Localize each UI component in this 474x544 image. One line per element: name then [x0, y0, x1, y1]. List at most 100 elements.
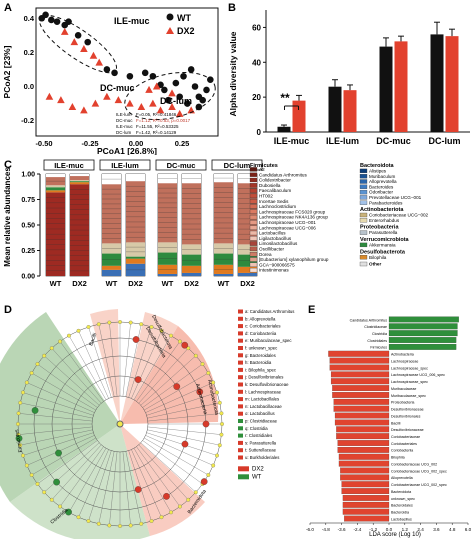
tree-branch	[144, 372, 209, 411]
y-tick: 0.0	[24, 82, 34, 91]
lda-bar-label: Lachnospiraceae UCG_006_spec	[391, 373, 445, 377]
dx2-point	[80, 44, 88, 52]
tree-branch	[147, 426, 222, 435]
tree-node	[107, 523, 112, 528]
lda-bar-label: Coriobacteriaceae	[391, 435, 420, 439]
dx2-lda-bar	[340, 467, 390, 474]
legend-dx2: DX2	[177, 26, 195, 36]
clade-label: o: Lactobacillus	[245, 411, 275, 416]
tree-node	[159, 328, 164, 333]
legend-swatch	[249, 236, 258, 241]
x-tick: DC-lum	[429, 136, 461, 146]
dx2-lda-bar	[338, 453, 390, 460]
wt-point	[195, 103, 203, 111]
dc-ellipse	[124, 71, 216, 121]
lda-bar-label: Coriobacteriia	[391, 449, 413, 453]
y-tick: 1.00	[21, 172, 35, 179]
x-tick: 1.2	[402, 527, 409, 532]
clade-swatch	[238, 375, 243, 380]
tree-branch	[59, 446, 104, 507]
clade-label: r: Clostridiales	[245, 433, 272, 438]
tree-branch	[145, 382, 214, 413]
tree-branch	[59, 341, 104, 402]
group-header: ILE-lum	[111, 161, 139, 170]
tree-branch	[131, 330, 162, 399]
tree-node	[118, 320, 122, 324]
y-axis-label: PCoA2 [23%]	[2, 45, 12, 98]
group-header-box	[43, 159, 95, 171]
tree-node	[96, 521, 101, 526]
lda-bar-label: Muribaculaceae	[391, 387, 416, 391]
tree-node	[21, 453, 25, 458]
dx2-point	[168, 89, 176, 97]
legend-section-title: Verrucomicrobiota	[360, 237, 410, 243]
dx2-point	[91, 99, 100, 107]
legend-swatch	[249, 188, 258, 193]
tree-node	[211, 380, 216, 385]
dx2-point	[137, 102, 146, 110]
legend-swatch	[249, 225, 258, 230]
stacked-segment	[238, 266, 257, 273]
clade-label: c: Coriobacteriales	[245, 324, 281, 329]
legend-swatch	[249, 209, 258, 214]
clade-swatch	[238, 331, 243, 336]
legend-swatch	[249, 230, 258, 236]
legend-item: [Eubacterium] xylanophilum group	[259, 257, 329, 262]
tree-branch	[140, 442, 196, 493]
legend-swatch	[359, 174, 368, 179]
dx2-node	[196, 388, 204, 396]
stacked-segment	[158, 273, 177, 276]
lda-bar-label: Actinobacteria	[391, 353, 414, 357]
wt-point	[65, 18, 72, 25]
stacked-segment	[46, 190, 65, 193]
legend-item: Bilophila	[369, 255, 387, 260]
tree-branch	[122, 451, 131, 526]
lda-bar-label: unknown_spec	[391, 497, 415, 501]
y-tick: 60	[252, 23, 261, 32]
dx2-lda-bar	[337, 446, 390, 453]
tree-branch	[138, 348, 189, 404]
bar-label: WT	[106, 279, 118, 288]
clade-label: q: Clostridia	[245, 426, 268, 431]
x-tick: 0.00	[129, 139, 144, 148]
tree-branch	[98, 451, 115, 524]
clade-label: m: Lactobacillales	[245, 397, 279, 402]
tree-node	[149, 325, 154, 329]
clade-label: k: Desulfovibrionaceae	[245, 382, 289, 387]
legend-title-firmicutes: Firmicutes	[250, 163, 278, 169]
tree-branch	[18, 426, 93, 435]
x-tick: -4.8	[322, 527, 330, 532]
tree-node	[169, 333, 173, 338]
tree-branch	[18, 413, 93, 422]
dx2-lda-bar	[333, 405, 390, 412]
tree-branch	[51, 348, 102, 404]
legend-swatch	[249, 199, 258, 204]
legend-swatch	[249, 252, 258, 257]
stacked-segment	[70, 180, 89, 182]
dx2-point	[175, 109, 184, 117]
legend-swatch	[359, 200, 368, 205]
tree-node	[18, 400, 23, 405]
tree-node	[219, 432, 224, 437]
stacked-segment	[126, 256, 145, 259]
clade-label: p: Clostridiaceae	[245, 419, 278, 424]
tree-branch	[37, 363, 98, 408]
dx2-point	[156, 106, 165, 114]
stat-line: DC-muc	[116, 118, 133, 123]
legend-swatch	[249, 246, 258, 252]
wt-bar	[277, 126, 291, 132]
legend-item: Parasutterella	[369, 230, 398, 235]
dx2-lda-bar	[341, 481, 390, 488]
dx2-sector	[120, 312, 178, 424]
tree-node	[178, 339, 182, 344]
tree-branch	[125, 451, 142, 524]
wt-point	[48, 16, 55, 24]
x-tick: -3.6	[338, 527, 346, 532]
tree-node	[118, 524, 122, 528]
legend-swatch	[359, 255, 368, 260]
tree-node	[200, 362, 205, 366]
tree-node	[186, 346, 191, 351]
wt-point	[164, 96, 172, 104]
legend-item: A2	[259, 167, 265, 172]
tree-node	[29, 371, 34, 375]
